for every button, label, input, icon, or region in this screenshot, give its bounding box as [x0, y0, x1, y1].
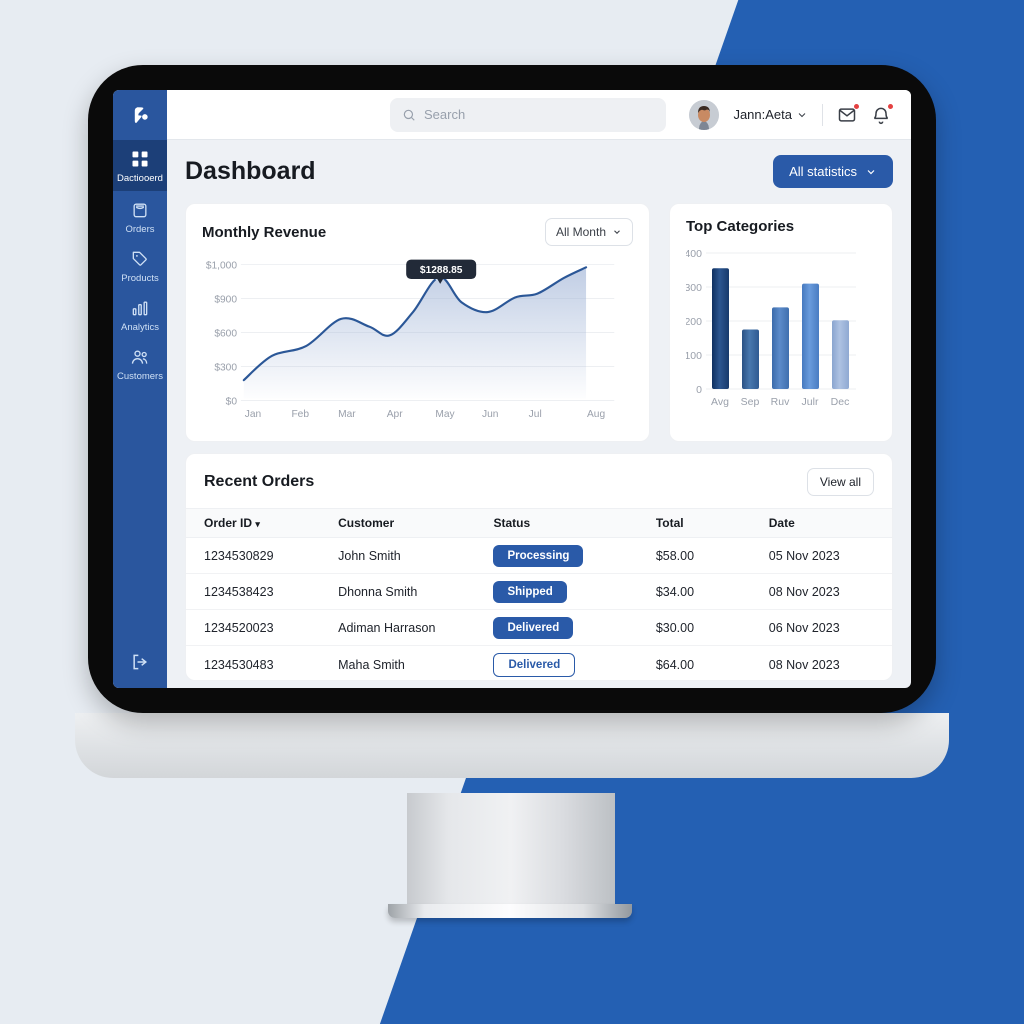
svg-text:300: 300 [686, 282, 702, 294]
svg-text:Sep: Sep [741, 396, 760, 408]
svg-text:Feb: Feb [291, 409, 309, 420]
svg-text:Jul: Jul [529, 409, 542, 420]
svg-text:May: May [435, 409, 455, 420]
svg-text:$1288.85: $1288.85 [420, 265, 463, 276]
svg-text:Jun: Jun [482, 409, 498, 420]
svg-text:Ruv: Ruv [771, 396, 790, 408]
svg-text:400: 400 [686, 248, 702, 260]
svg-text:Apr: Apr [387, 409, 403, 420]
svg-text:$900: $900 [214, 294, 237, 305]
svg-text:$1,000: $1,000 [206, 260, 237, 271]
svg-text:Aug: Aug [587, 409, 605, 420]
svg-text:Jan: Jan [245, 409, 261, 420]
svg-text:0: 0 [696, 384, 702, 396]
svg-text:$300: $300 [214, 362, 237, 373]
svg-text:200: 200 [686, 316, 702, 328]
svg-text:$600: $600 [214, 328, 237, 339]
svg-text:Mar: Mar [338, 409, 356, 420]
svg-text:Julr: Julr [802, 396, 819, 408]
svg-text:100: 100 [686, 350, 702, 362]
svg-text:$0: $0 [226, 396, 238, 407]
svg-text:Avg: Avg [711, 396, 729, 408]
svg-text:Dec: Dec [831, 396, 850, 408]
